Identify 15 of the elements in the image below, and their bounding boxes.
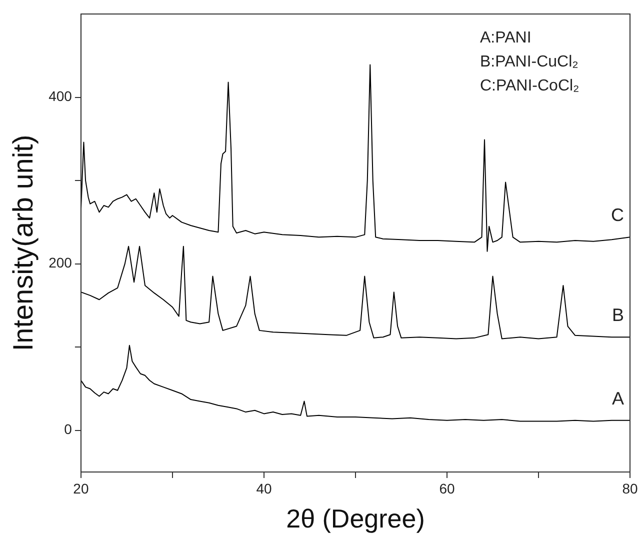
- y-tick-label: 400: [48, 88, 72, 104]
- y-axis-title: Intensity(arb unit): [8, 134, 39, 352]
- series-label: C: [611, 205, 624, 226]
- x-tick-label: 60: [439, 480, 455, 496]
- x-axis-title: 2θ (Degree): [286, 504, 425, 534]
- annotation: A:PANI: [480, 29, 532, 46]
- x-tick-label: 20: [73, 480, 89, 496]
- annotation: C:PANI-CoCl₂: [480, 77, 580, 94]
- annotation: B:PANI-CuCl₂: [480, 53, 578, 70]
- x-tick-label: 80: [622, 480, 638, 496]
- x-tick-label: 40: [256, 480, 272, 496]
- series-label: A: [612, 388, 624, 408]
- series-label: B: [612, 305, 624, 326]
- y-tick-label: 200: [48, 254, 72, 271]
- y-tick-label: 0: [64, 421, 72, 438]
